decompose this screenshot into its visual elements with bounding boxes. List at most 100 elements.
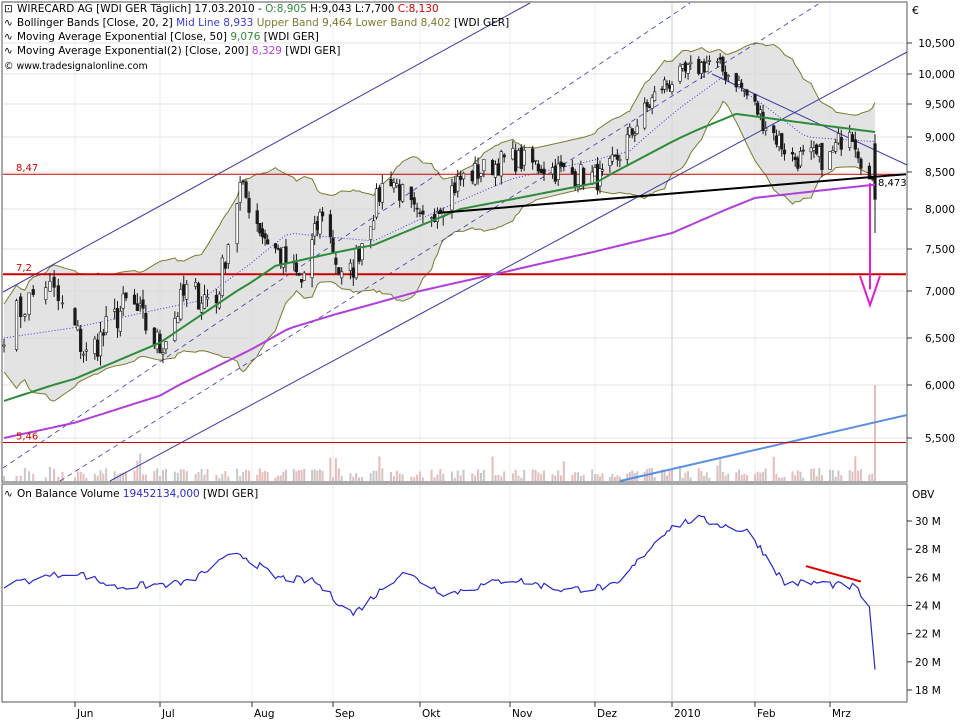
volume-bar bbox=[834, 476, 837, 481]
volume-bar bbox=[390, 471, 392, 481]
candle-body bbox=[432, 213, 437, 222]
volume-bar bbox=[591, 469, 594, 481]
month-tick-label: Jul bbox=[161, 708, 175, 720]
candle-body bbox=[753, 93, 757, 102]
volume-bar bbox=[176, 472, 179, 481]
month-tick-label: Okt bbox=[422, 708, 440, 720]
volume-bar bbox=[332, 477, 334, 481]
candle-body bbox=[615, 154, 619, 160]
month-tick-label: Mrz bbox=[832, 708, 851, 720]
volume-bar bbox=[242, 471, 245, 481]
volume-bar bbox=[105, 468, 108, 481]
volume-bar bbox=[491, 456, 494, 481]
volume-bar bbox=[239, 476, 242, 481]
volume-bar bbox=[724, 475, 727, 481]
volume-bar bbox=[668, 470, 671, 481]
volume-bar bbox=[494, 475, 497, 481]
volume-bar bbox=[295, 471, 298, 481]
candle-body bbox=[144, 313, 148, 331]
candle-body bbox=[678, 65, 682, 82]
month-tick-label: Jun bbox=[76, 708, 93, 720]
candle-body bbox=[263, 233, 267, 239]
volume-bar bbox=[139, 453, 142, 481]
candle-body bbox=[859, 158, 863, 169]
candle-body bbox=[867, 165, 871, 180]
candle-body bbox=[608, 158, 612, 166]
volume-bar bbox=[113, 471, 116, 481]
candle-body bbox=[238, 182, 242, 203]
volume-bar bbox=[57, 476, 60, 481]
candle-body bbox=[499, 151, 503, 177]
volume-bar bbox=[462, 469, 465, 481]
candle-body bbox=[294, 262, 299, 273]
volume-bar bbox=[352, 476, 355, 481]
volume-bar bbox=[218, 477, 221, 481]
candle-body bbox=[279, 248, 283, 264]
candle-body bbox=[315, 221, 319, 231]
candle-body bbox=[536, 163, 540, 172]
bollinger-fill bbox=[4, 42, 875, 402]
candle-body bbox=[670, 84, 674, 92]
month-tick-label: Feb bbox=[757, 708, 776, 720]
candle-body bbox=[409, 186, 413, 201]
volume-bar bbox=[815, 476, 818, 481]
volume-bar bbox=[500, 476, 503, 481]
candle-body bbox=[542, 168, 546, 175]
volume-bar bbox=[818, 468, 821, 481]
candle-body bbox=[161, 352, 165, 355]
volume-bar bbox=[871, 473, 874, 481]
volume-bar bbox=[474, 475, 477, 481]
candle-body bbox=[418, 212, 422, 214]
volume-bar bbox=[735, 472, 738, 481]
volume-bar bbox=[224, 471, 227, 481]
obv-axis-title: OBV bbox=[912, 489, 935, 501]
candle-body bbox=[334, 257, 338, 265]
volume-bar bbox=[574, 472, 577, 481]
volume-bar bbox=[401, 474, 404, 481]
volume-bar bbox=[398, 473, 401, 481]
candle-body bbox=[839, 137, 843, 150]
volume-bar bbox=[375, 470, 378, 481]
volume-bar bbox=[298, 470, 301, 481]
candle-body bbox=[220, 257, 224, 296]
candle-body bbox=[801, 149, 805, 152]
candle-body bbox=[873, 143, 877, 200]
candle-body bbox=[415, 207, 419, 210]
candle-body bbox=[702, 61, 706, 73]
candle-body bbox=[459, 175, 463, 180]
neckline bbox=[437, 173, 907, 214]
volume-bar bbox=[756, 471, 759, 481]
volume-bar bbox=[543, 470, 545, 481]
candle-body bbox=[357, 246, 361, 262]
volume-bar bbox=[743, 473, 746, 481]
volume-bar bbox=[206, 469, 209, 481]
volume-bar bbox=[799, 471, 802, 481]
candle-body bbox=[665, 83, 669, 86]
volume-bar bbox=[754, 474, 756, 481]
candle-body bbox=[101, 332, 105, 336]
legend-ema200: Moving Average Exponential(2) [Close, 20… bbox=[17, 45, 340, 57]
volume-bar bbox=[520, 477, 523, 481]
volume-bar bbox=[245, 469, 248, 481]
candle-body bbox=[630, 128, 634, 135]
volume-bar bbox=[159, 475, 161, 481]
volume-bar bbox=[358, 477, 361, 481]
volume-bar bbox=[459, 475, 462, 481]
candle-body bbox=[812, 147, 816, 151]
candle-body bbox=[828, 151, 832, 170]
volume-bar bbox=[74, 477, 76, 481]
volume-bar bbox=[227, 476, 230, 481]
legend-main: WIRECARD AG [WDI GER Täglich] 17.03.2010… bbox=[17, 3, 439, 15]
volume-bar bbox=[300, 469, 303, 481]
candle-body bbox=[377, 187, 382, 202]
volume-bar bbox=[99, 470, 102, 481]
volume-bar bbox=[266, 472, 269, 481]
volume-bar bbox=[133, 470, 136, 481]
obv-tick-label: 18 M bbox=[915, 685, 941, 697]
volume-bar bbox=[19, 475, 22, 481]
channel-upper-line bbox=[2, 2, 531, 293]
candle-body bbox=[121, 293, 125, 309]
candle-body bbox=[705, 62, 709, 73]
volume-bar bbox=[413, 477, 416, 481]
volume-bar bbox=[282, 471, 285, 481]
